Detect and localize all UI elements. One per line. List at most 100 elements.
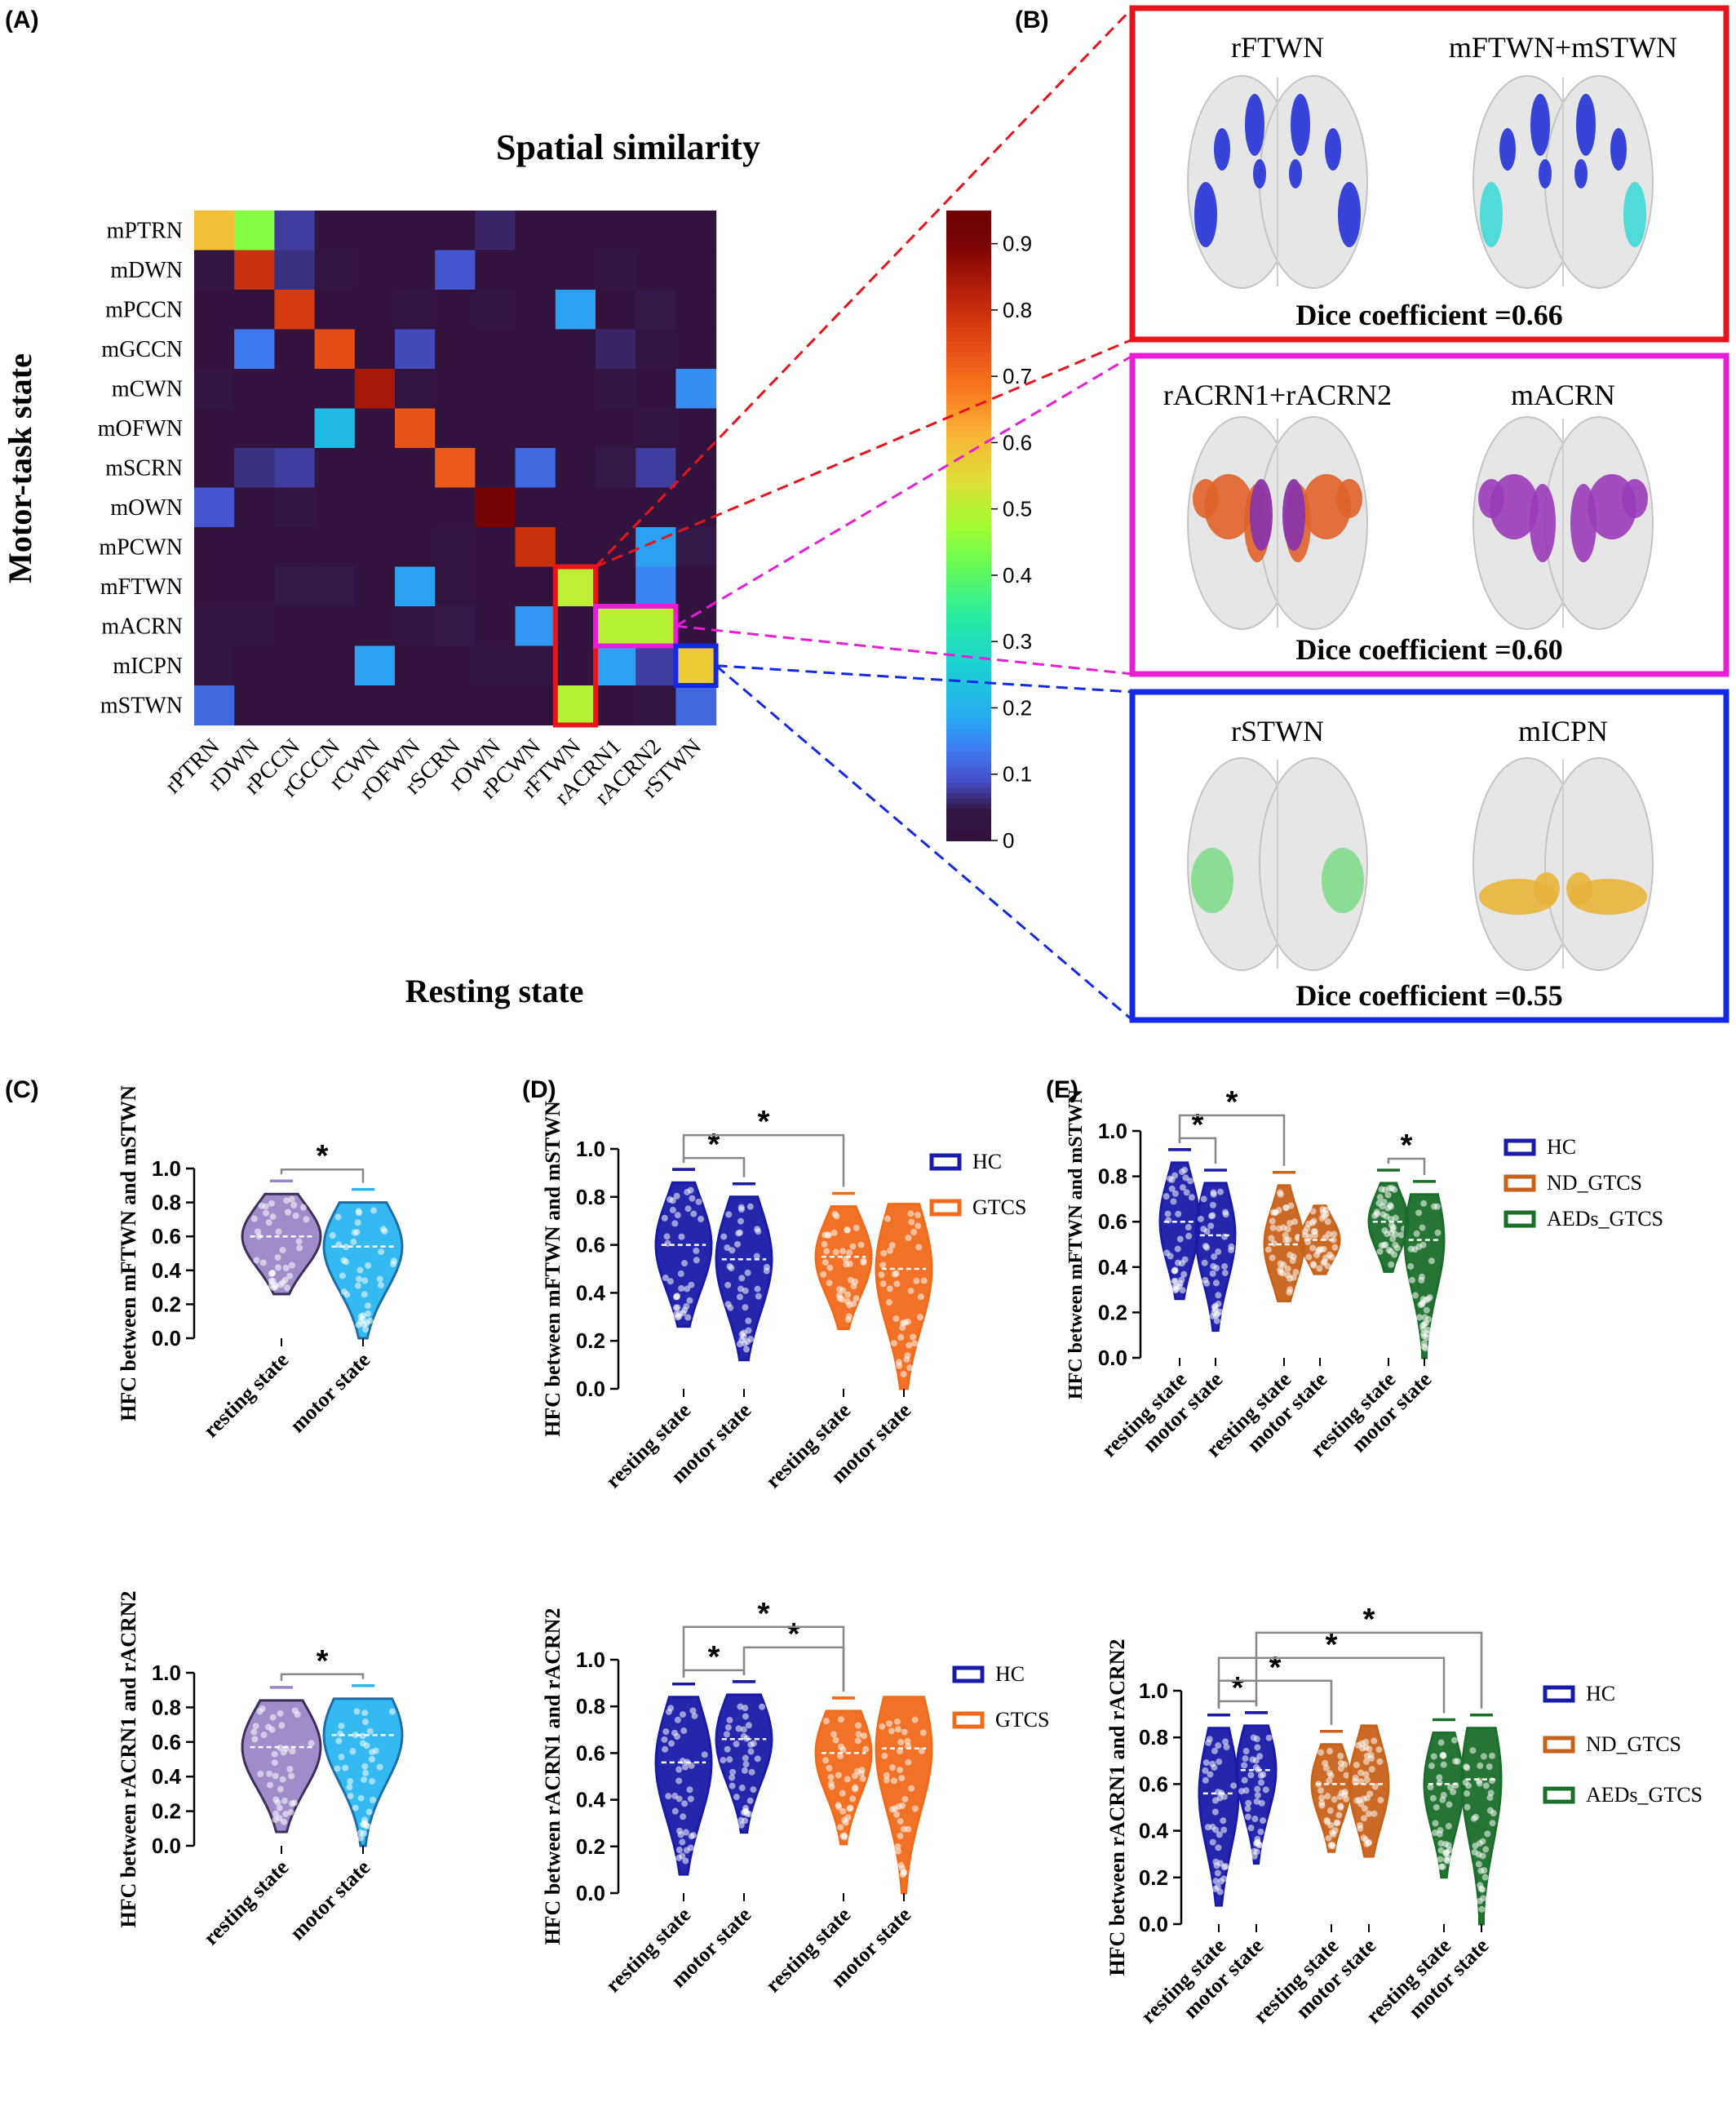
data-point: [1420, 1333, 1428, 1340]
y-axis-label: HFC between rACRN1 and rACRN2: [117, 1590, 140, 1927]
data-point: [1326, 1807, 1334, 1815]
data-point: [1252, 1840, 1260, 1847]
data-point: [908, 1785, 915, 1792]
data-point: [381, 1227, 388, 1235]
data-point: [832, 1248, 839, 1256]
heatmap-cell: [515, 448, 556, 489]
connector-line: [594, 7, 1134, 568]
colorbar-segment: [946, 384, 991, 390]
data-point: [897, 1333, 905, 1341]
data-point: [880, 1249, 888, 1257]
data-point: [830, 1731, 837, 1738]
data-point: [750, 1786, 757, 1794]
data-point: [678, 1233, 685, 1240]
data-point: [822, 1259, 829, 1266]
heatmap-cell: [555, 487, 596, 528]
data-point: [271, 1759, 278, 1767]
heatmap-cell: [475, 527, 516, 568]
heatmap-cell: [636, 290, 676, 330]
y-tick-label: 0.0: [1139, 1912, 1168, 1936]
data-point: [1481, 1867, 1488, 1874]
data-point: [680, 1813, 687, 1820]
heatmap-cell: [636, 566, 676, 607]
data-point: [1427, 1784, 1434, 1791]
heatmap-cell: [234, 606, 275, 647]
heatmap-cell: [274, 211, 316, 251]
data-point: [748, 1768, 755, 1776]
data-point: [755, 1293, 762, 1300]
data-point: [343, 1291, 351, 1298]
violin-shape: [1198, 1727, 1240, 1907]
data-point: [1329, 1841, 1336, 1848]
data-point: [677, 1270, 684, 1277]
data-point: [1487, 1789, 1495, 1797]
data-point: [1463, 1763, 1470, 1771]
significance-star: *: [1269, 1651, 1282, 1685]
data-point: [831, 1210, 839, 1217]
data-point: [342, 1764, 349, 1772]
data-point: [1486, 1807, 1494, 1814]
data-point: [1420, 1340, 1428, 1347]
data-point: [1477, 1839, 1484, 1847]
colorbar-segment: [946, 693, 991, 700]
data-point: [359, 1740, 366, 1747]
data-point: [1380, 1211, 1387, 1218]
data-point: [904, 1737, 911, 1745]
data-point: [724, 1281, 732, 1288]
data-point: [256, 1708, 264, 1715]
data-point: [1446, 1801, 1453, 1808]
data-point: [1433, 1203, 1441, 1210]
data-point: [1203, 1279, 1211, 1287]
x-tick-label: resting state: [199, 1856, 294, 1950]
data-point: [1309, 1244, 1317, 1252]
data-point: [684, 1314, 692, 1321]
data-point: [759, 1703, 766, 1710]
data-point: [1433, 1803, 1440, 1811]
heatmap-cell: [636, 487, 676, 528]
data-point: [897, 1832, 904, 1839]
data-point: [1375, 1200, 1383, 1207]
data-point: [1170, 1198, 1177, 1205]
data-point: [849, 1795, 857, 1803]
data-point: [1203, 1228, 1211, 1235]
panel-label-b: (B): [1015, 7, 1049, 33]
heatmap-cell: [435, 211, 476, 251]
data-point: [861, 1732, 868, 1740]
data-point: [821, 1240, 828, 1248]
colorbar-segment: [946, 388, 991, 396]
colorbar-segment: [946, 740, 991, 747]
brain-glass-icon: [1472, 416, 1654, 630]
data-point: [1247, 1825, 1255, 1832]
data-point: [1356, 1821, 1363, 1829]
y-tick-label: 0.4: [576, 1280, 606, 1305]
colorbar-segment: [946, 562, 991, 569]
heatmap-cell: [395, 329, 436, 370]
heatmap-row-label: mFTWN: [100, 574, 183, 600]
significance-bracket: [682, 1625, 845, 1692]
panel-label-a: (A): [5, 7, 39, 33]
heatmap-cell: [234, 329, 275, 370]
data-point: [1437, 1847, 1445, 1854]
data-point: [1284, 1271, 1291, 1279]
colorbar-segment: [946, 798, 991, 805]
y-tick-label: 0.0: [1098, 1346, 1127, 1370]
data-point: [827, 1774, 835, 1781]
heatmap-cell: [314, 290, 356, 330]
significance-star: *: [1326, 1628, 1338, 1662]
data-point: [740, 1809, 747, 1816]
legend-swatch: [1543, 1786, 1575, 1804]
data-point: [284, 1284, 291, 1292]
legend-swatch: [952, 1711, 985, 1729]
data-point: [907, 1287, 914, 1294]
heatmap-row-label: mOFWN: [98, 416, 183, 441]
data-point: [681, 1260, 689, 1267]
data-point: [689, 1195, 696, 1202]
heatmap-cell: [194, 408, 235, 449]
data-point: [1222, 1863, 1229, 1870]
y-tick-label: 0.0: [576, 1377, 605, 1401]
data-point: [1421, 1314, 1428, 1321]
data-point: [754, 1285, 761, 1293]
data-point: [289, 1748, 296, 1755]
data-point: [1331, 1796, 1338, 1803]
heatmap-cell: [274, 408, 316, 449]
